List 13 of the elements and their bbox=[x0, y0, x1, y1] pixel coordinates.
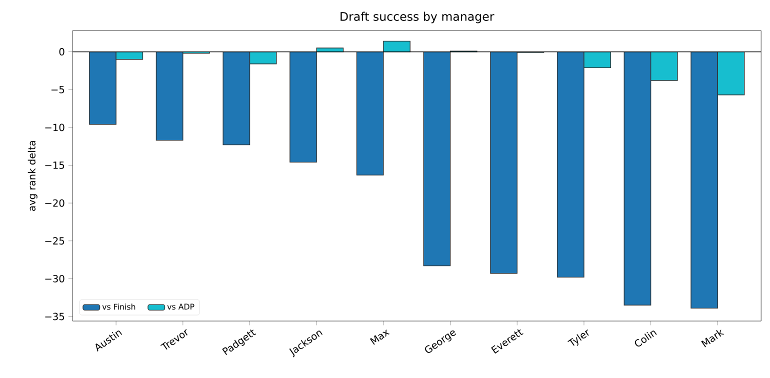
y-axis-title: avg rank delta bbox=[28, 140, 38, 211]
x-tick-label: Tyler bbox=[568, 329, 589, 346]
y-tick-label: −5 bbox=[51, 86, 64, 94]
y-tick-label: −25 bbox=[45, 236, 64, 244]
y-tick-label: 0 bbox=[59, 48, 64, 56]
y-tick-label: −35 bbox=[45, 312, 64, 320]
y-tick-label: −30 bbox=[45, 274, 64, 282]
y-tick-label: −10 bbox=[45, 124, 64, 131]
y-tick-label: −15 bbox=[45, 161, 64, 169]
x-tick-label: Colin bbox=[634, 330, 657, 346]
y-tick-label: −20 bbox=[45, 199, 64, 207]
x-tick-label: Max bbox=[370, 329, 390, 345]
chart-title: Draft success by manager bbox=[340, 12, 494, 24]
